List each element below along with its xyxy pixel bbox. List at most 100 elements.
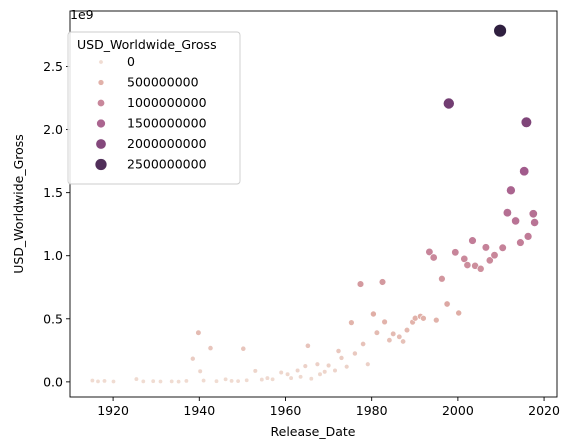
scatter-point — [420, 315, 427, 322]
scatter-point — [386, 337, 393, 344]
scatter-point — [140, 378, 146, 384]
points-layer — [89, 24, 539, 385]
scatter-point — [270, 376, 276, 382]
scatter-point — [183, 378, 189, 384]
y-tick-label: 0.0 — [43, 374, 63, 389]
y-tick-label: 0.5 — [43, 311, 63, 326]
scatter-point — [530, 218, 539, 227]
scatter-point — [235, 378, 241, 384]
legend-marker — [94, 158, 108, 171]
scatter-point — [438, 275, 446, 283]
scatter-point — [278, 369, 284, 376]
scatter-point — [229, 378, 235, 384]
scatter-point — [365, 361, 371, 367]
scatter-point — [403, 326, 411, 334]
scatter-point — [89, 377, 95, 384]
scatter-point — [332, 367, 338, 374]
y-tick-label: 2.5 — [43, 59, 63, 74]
scatter-point — [314, 361, 321, 367]
scatter-point — [433, 316, 440, 324]
scatter-point — [481, 243, 491, 252]
scatter-point — [285, 371, 291, 377]
scatter-point — [370, 310, 377, 318]
scatter-point — [485, 256, 494, 265]
scatter-point — [259, 377, 265, 383]
scatter-point — [244, 377, 250, 383]
scatter-point — [223, 376, 229, 382]
legend-label: 1000000000 — [127, 95, 207, 110]
scatter-point — [493, 24, 507, 38]
scatter-point — [169, 378, 175, 384]
scatter-point — [190, 355, 196, 362]
scatter-point — [304, 342, 311, 349]
x-tick-label: 2000 — [442, 403, 474, 418]
scatter-point — [252, 368, 258, 374]
scatter-point — [381, 318, 388, 326]
scatter-point — [460, 254, 469, 263]
scatter-point — [442, 97, 455, 110]
x-axis-title: Release_Date — [271, 424, 356, 439]
scatter-point — [111, 378, 117, 384]
legend-marker — [95, 138, 107, 150]
y-tick-label: 1.5 — [43, 185, 63, 200]
scatter-point — [264, 375, 270, 381]
scatter-point — [338, 355, 345, 361]
y-tick-label: 2.0 — [43, 122, 63, 137]
scatter-point — [207, 345, 214, 351]
scatter-point — [133, 376, 139, 382]
plot-area — [69, 10, 558, 398]
x-tick-label: 1960 — [270, 403, 302, 418]
scatter-point — [511, 216, 521, 226]
scatter-point — [352, 350, 358, 357]
legend-marker — [97, 99, 106, 108]
legend: USD_Worldwide_Gross 0 500000000 1000000000… — [67, 31, 241, 185]
scatter-point — [302, 363, 308, 369]
scatter-point — [294, 367, 301, 374]
scatter-point — [520, 116, 532, 128]
scatter-point — [240, 345, 247, 352]
legend-label: 2000000000 — [127, 136, 207, 151]
scatter-point — [455, 309, 463, 317]
y-axis: 0.0 0.5 1.0 1.5 2.0 2.5 — [43, 59, 70, 389]
scatter-point — [317, 371, 323, 377]
x-tick-label: 1940 — [183, 403, 215, 418]
legend-marker — [98, 59, 104, 65]
scatter-point — [158, 378, 164, 384]
scatter-point — [360, 341, 367, 347]
legend-frame — [67, 31, 241, 185]
y-tick-label: 1.0 — [43, 248, 63, 263]
scatter-point — [201, 378, 207, 384]
scatter-point — [101, 378, 108, 384]
scatter-point — [429, 253, 438, 262]
scatter-point — [298, 374, 304, 380]
scatter-point — [95, 378, 101, 384]
scatter-point — [425, 247, 434, 256]
scatter-point — [176, 379, 182, 385]
legend-label: 0 — [127, 54, 135, 69]
scatter-point — [519, 166, 530, 177]
legend-label: 2500000000 — [127, 157, 207, 172]
scatter-point — [195, 329, 202, 336]
scatter-point — [150, 378, 156, 384]
scatter-point — [468, 236, 477, 245]
scatter-point — [528, 209, 538, 219]
x-axis: 1920 1940 1960 1980 2000 2020 — [97, 397, 560, 418]
scatter-point — [506, 185, 516, 196]
scatter-point — [502, 208, 512, 218]
axes-frame — [69, 10, 558, 398]
x-tick-label: 1920 — [97, 403, 129, 418]
scatter-point — [288, 375, 294, 381]
legend-marker — [96, 118, 106, 129]
scatter-point — [344, 364, 350, 370]
x-tick-label: 2020 — [528, 403, 560, 418]
scatter-point — [308, 376, 314, 382]
scatter-point — [498, 243, 507, 252]
legend-label: 1500000000 — [127, 116, 207, 131]
x-tick-label: 1980 — [356, 403, 388, 418]
scatter-point — [348, 319, 355, 326]
scatter-point — [516, 238, 525, 247]
scatter-point — [197, 368, 203, 374]
scatter-point — [356, 280, 365, 288]
legend-title: USD_Worldwide_Gross — [77, 37, 217, 52]
